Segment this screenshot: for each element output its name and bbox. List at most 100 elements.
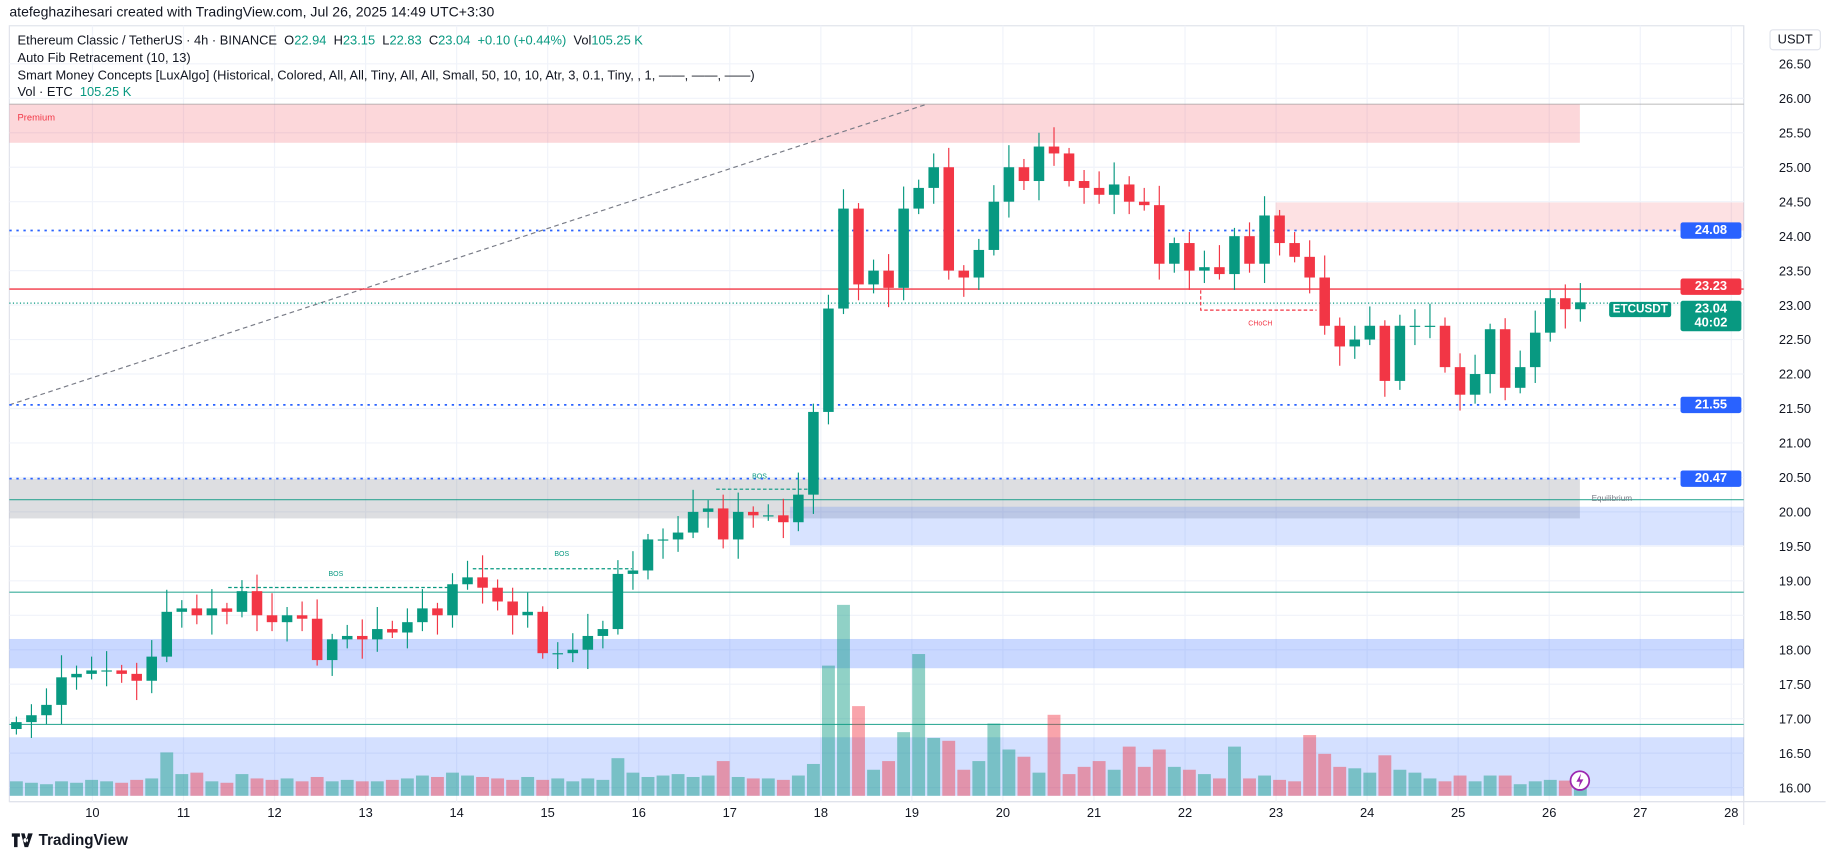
volume-bar <box>250 778 264 796</box>
candle-body <box>582 635 594 650</box>
candle-body <box>221 608 233 612</box>
y-tick-label: 21.50 <box>1779 401 1811 416</box>
candle <box>1289 232 1300 263</box>
candle <box>1499 318 1511 401</box>
volume-indicator-legend[interactable]: Vol · ETC 105.25 K <box>17 85 132 100</box>
volume-bar <box>686 776 700 796</box>
candle-body <box>868 270 879 285</box>
tradingview-logo[interactable]: TradingView <box>11 831 128 848</box>
volume-bar <box>806 763 820 796</box>
candle-body <box>612 573 624 630</box>
currency-label[interactable]: USDT <box>1769 29 1821 51</box>
candle-body <box>116 670 127 674</box>
y-tick-label: 16.00 <box>1779 780 1811 795</box>
candle <box>943 147 955 280</box>
volume-bar <box>671 774 685 796</box>
candle-body <box>793 494 804 523</box>
candle-body <box>462 577 473 585</box>
volume-bar <box>9 781 23 796</box>
candle <box>26 704 37 738</box>
volume-bar <box>310 776 324 796</box>
y-tick-label: 25.00 <box>1779 160 1811 175</box>
candle-body <box>958 270 970 278</box>
volume-bar <box>1137 766 1151 796</box>
volume-bar <box>1423 778 1437 796</box>
volume-bar <box>521 776 535 796</box>
volume-bar <box>385 779 399 796</box>
volume-bar <box>1348 768 1362 796</box>
candle <box>853 203 864 301</box>
volume-bar <box>746 778 760 796</box>
candle <box>131 662 142 701</box>
candle <box>356 619 368 659</box>
candle-body <box>161 611 173 657</box>
candle-body <box>702 508 714 512</box>
volume-bar <box>1333 766 1347 796</box>
candle <box>206 589 218 635</box>
volume-bar <box>1543 779 1557 796</box>
volume-bar <box>370 781 384 796</box>
x-tick-label: 22 <box>1178 805 1192 820</box>
candle <box>883 254 894 308</box>
candle <box>1048 127 1060 166</box>
candle <box>1244 222 1255 273</box>
candle <box>672 516 684 552</box>
volume-bar <box>85 779 99 796</box>
candle-body <box>146 656 157 681</box>
volume-bar <box>551 778 565 796</box>
volume-bar <box>1318 753 1332 796</box>
fib-indicator-label[interactable]: Auto Fib Retracement (10, 13) <box>17 51 191 66</box>
candle-body <box>1138 201 1150 206</box>
candle <box>86 656 97 680</box>
candle-body <box>387 629 398 633</box>
volume-bar <box>987 723 1001 796</box>
candle-body <box>477 577 488 588</box>
candle-body <box>1394 325 1406 381</box>
symbol-name[interactable]: Ethereum Classic / TetherUS · 4h · BINAN… <box>17 33 278 48</box>
alert-icon-bolt <box>1576 773 1584 788</box>
volume-bar <box>175 774 189 796</box>
volume-bar <box>1032 772 1046 796</box>
x-tick-label: 12 <box>267 805 281 820</box>
y-tick-label: 22.00 <box>1779 367 1811 382</box>
candle <box>808 403 819 514</box>
candle-body <box>537 611 548 654</box>
volume-bar <box>716 761 730 796</box>
candle <box>1093 171 1105 204</box>
volume-bar <box>1363 772 1377 796</box>
candle-body <box>853 208 864 285</box>
candle-body <box>56 677 67 705</box>
bos-label: BOS <box>752 474 767 481</box>
x-tick-label: 24 <box>1360 805 1374 820</box>
demand-zone-2 <box>9 638 1744 669</box>
volume-bar <box>882 761 896 796</box>
candle-body <box>808 411 819 495</box>
candle <box>747 506 759 528</box>
candle-body <box>732 511 744 540</box>
candle <box>1334 317 1346 366</box>
alert-icon <box>1569 770 1591 791</box>
candle-body <box>1259 215 1270 264</box>
candle <box>191 594 203 625</box>
candle <box>296 601 308 632</box>
candle <box>1018 158 1030 190</box>
volume-bar <box>1483 775 1497 796</box>
x-tick-label: 10 <box>85 805 99 820</box>
candle <box>221 602 233 625</box>
candle-body <box>973 249 985 278</box>
candle-body <box>838 208 849 309</box>
candle <box>116 664 127 683</box>
candle <box>1364 306 1376 346</box>
candle-body <box>402 622 413 633</box>
volume-bar <box>1107 769 1121 796</box>
symbol-legend: Ethereum Classic / TetherUS · 4h · BINAN… <box>17 33 643 48</box>
candle-body <box>101 670 112 672</box>
y-tick-label: 26.50 <box>1779 57 1811 72</box>
candle-body <box>1560 298 1571 310</box>
smc-indicator-label[interactable]: Smart Money Concepts [LuxAlgo] (Historic… <box>17 69 755 84</box>
volume-bar <box>837 604 850 796</box>
candle-body <box>1545 298 1556 333</box>
candle <box>56 655 67 725</box>
volume-bar <box>1408 772 1422 796</box>
